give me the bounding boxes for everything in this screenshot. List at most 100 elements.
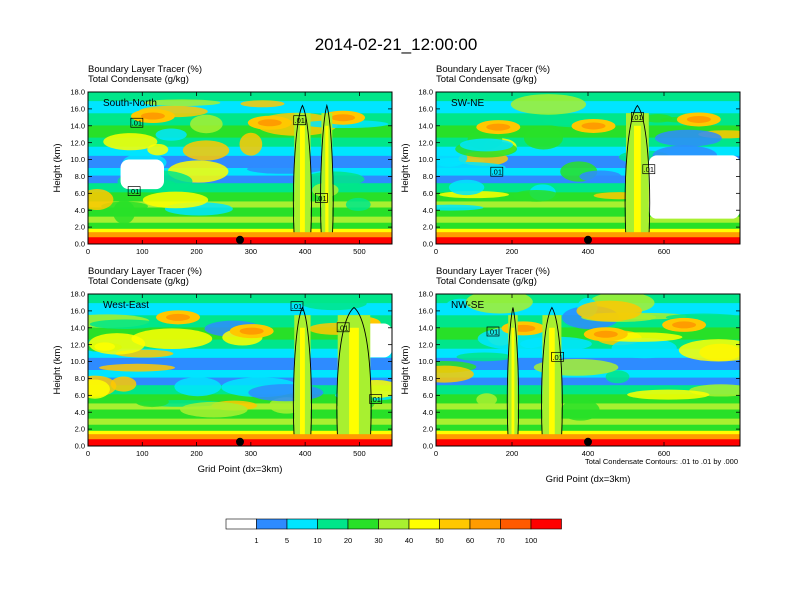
y-tick-label: 2.0 (75, 223, 85, 232)
x-tick-label: 100 (136, 449, 149, 458)
contour-label-box (369, 394, 383, 404)
region-label: West-East (103, 300, 149, 311)
field-blob (523, 126, 563, 150)
x-tick-label: 100 (136, 247, 149, 256)
y-tick-label: 8.0 (75, 374, 85, 383)
colorbar-swatch (530, 518, 562, 530)
y-axis-label: Height (km) (52, 345, 63, 394)
field-blob (155, 128, 187, 141)
x-tick-label: 0 (86, 247, 90, 256)
field-streak-core (239, 327, 264, 335)
convective-core (299, 125, 305, 236)
field-blob (190, 114, 223, 134)
y-tick-label: 12.0 (418, 340, 433, 349)
y-tick-label: 6.0 (75, 391, 85, 400)
field-blob (643, 114, 673, 123)
location-marker (236, 235, 244, 244)
y-tick-label: 12.0 (70, 138, 85, 147)
field-band (436, 92, 740, 102)
y-tick-label: 14.0 (70, 323, 85, 332)
x-tick-label: 500 (353, 247, 366, 256)
contour-label: .01 (316, 194, 326, 203)
field-blob (605, 370, 630, 384)
convective-core (511, 327, 515, 438)
field-blob (174, 377, 222, 397)
y-tick-label: 0.0 (75, 240, 85, 249)
field-band (88, 168, 392, 177)
y-tick-label: 12.0 (70, 340, 85, 349)
y-tick-label: 16.0 (418, 306, 433, 315)
panel-title-condensate: Total Condensate (g/kg) (436, 74, 537, 85)
x-tick-label: 300 (245, 247, 258, 256)
field-blob (142, 191, 209, 209)
shared-xlabel-right: Grid Point (dx=3km) (546, 474, 631, 485)
contour-label-box (642, 164, 656, 175)
colorbar-label: 70 (496, 536, 504, 545)
field-3 (436, 294, 740, 446)
panel-title-tracer: Boundary Layer Tracer (%) (436, 266, 550, 277)
field-band (436, 137, 740, 148)
field-band (88, 207, 392, 218)
field-band (436, 183, 740, 193)
colorbar-swatch (347, 518, 379, 530)
field-blob (476, 393, 497, 406)
region-label: South-North (103, 98, 157, 109)
x-tick-label: 400 (582, 247, 595, 256)
field-blob (510, 94, 587, 115)
field-band (88, 294, 392, 304)
field-blob (112, 200, 136, 224)
region-label: SW-NE (451, 98, 484, 109)
location-marker (584, 235, 592, 244)
colorbar: 1 5 10 20 30 40 50 60 70 100 (225, 518, 562, 545)
colorbar-label: 30 (374, 536, 382, 545)
y-tick-label: 0.0 (423, 240, 433, 249)
contour-label-box (127, 186, 141, 196)
field-blob (110, 376, 137, 392)
field-band (88, 92, 392, 102)
y-tick-label: 0.0 (423, 442, 433, 451)
field-band (436, 207, 740, 218)
contour-label: .01 (370, 395, 380, 404)
field-band (436, 222, 740, 230)
y-tick-label: 18.0 (418, 88, 433, 97)
convective-core (299, 327, 305, 438)
field-2 (88, 294, 392, 446)
condensate-contour (541, 306, 563, 442)
field-band (88, 146, 392, 157)
y-tick-label: 12.0 (418, 138, 433, 147)
field-band (436, 192, 740, 203)
y-tick-label: 10.0 (70, 155, 85, 164)
y-tick-label: 6.0 (423, 189, 433, 198)
field-blob (90, 116, 138, 123)
y-tick-label: 8.0 (75, 172, 85, 181)
x-tick-label: 200 (190, 449, 203, 458)
contour-label: .01 (338, 323, 348, 332)
field-band (436, 146, 740, 157)
field-streak-core (486, 123, 511, 131)
x-tick-label: 600 (658, 247, 671, 256)
field-blob (131, 328, 213, 350)
panel-title-condensate: Total Condensate (g/kg) (88, 276, 189, 287)
field-blob (98, 363, 176, 372)
y-tick-label: 14.0 (418, 121, 433, 130)
colorbar-swatch (469, 518, 501, 530)
field-band (436, 348, 740, 359)
field-blob (436, 161, 506, 173)
region-label: NW-SE (451, 300, 484, 311)
y-tick-label: 16.0 (418, 104, 433, 113)
condensate-contour (320, 103, 334, 240)
colorbar-label: 5 (285, 536, 289, 545)
field-band (88, 228, 392, 234)
condensate-contour (336, 306, 372, 442)
y-tick-label: 6.0 (75, 189, 85, 198)
location-marker (236, 437, 244, 446)
field-band (88, 430, 392, 436)
y-tick-label: 8.0 (423, 374, 433, 383)
y-tick-label: 4.0 (423, 206, 433, 215)
field-blob (459, 138, 514, 152)
colorbar-label: 20 (344, 536, 352, 545)
y-tick-label: 10.0 (418, 155, 433, 164)
panel-title-tracer: Boundary Layer Tracer (%) (436, 64, 550, 75)
x-tick-label: 500 (353, 449, 366, 458)
x-tick-label: 0 (86, 449, 90, 458)
